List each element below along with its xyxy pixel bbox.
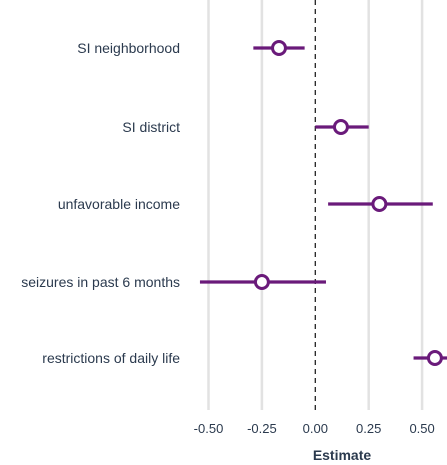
- confidence-intervals: [199, 46, 447, 360]
- estimate-point: [253, 274, 270, 290]
- x-tick-label: 0.00: [303, 421, 328, 436]
- category-label: restrictions of daily life: [42, 350, 180, 366]
- x-tick-label: 0.25: [356, 421, 381, 436]
- x-tick-label: -0.50: [194, 421, 224, 436]
- category-label: unfavorable income: [58, 196, 180, 212]
- category-labels: SI neighborhood SI district unfavorable in…: [21, 40, 180, 366]
- x-tick-label: 0.50: [409, 421, 434, 436]
- category-label: seizures in past 6 months: [21, 274, 180, 290]
- estimate-point: [426, 350, 443, 366]
- estimate-point: [270, 40, 287, 56]
- estimate-point: [371, 196, 388, 212]
- estimate-point: [332, 119, 349, 135]
- x-axis-title: Estimate: [313, 447, 372, 463]
- estimate-points: [253, 40, 443, 366]
- category-label: SI neighborhood: [77, 40, 180, 56]
- x-tick-label: -0.25: [247, 421, 277, 436]
- x-tick-labels: -0.50 -0.25 0.00 0.25 0.50: [194, 421, 435, 436]
- category-label: SI district: [122, 119, 180, 135]
